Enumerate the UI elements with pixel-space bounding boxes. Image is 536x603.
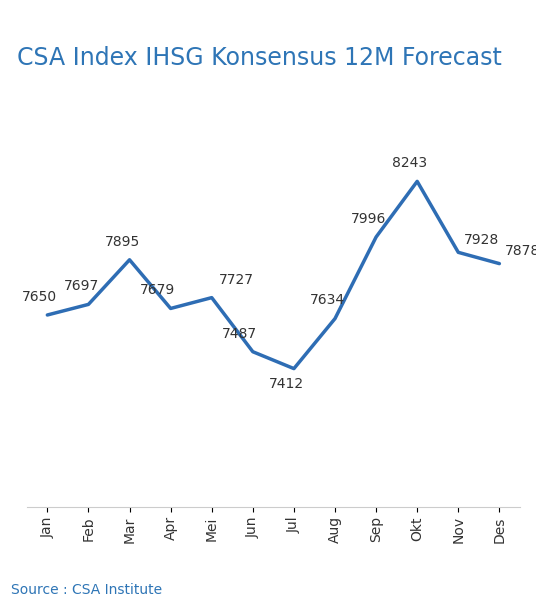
Text: 7412: 7412 [269, 377, 304, 391]
Text: CSA Index IHSG Konsensus 12M Forecast: CSA Index IHSG Konsensus 12M Forecast [17, 45, 502, 69]
Text: 7634: 7634 [310, 294, 345, 308]
Text: 7727: 7727 [219, 273, 254, 286]
Text: 7878: 7878 [505, 244, 536, 258]
Text: 7650: 7650 [23, 290, 57, 304]
Text: 7895: 7895 [105, 235, 140, 248]
Text: 7697: 7697 [63, 279, 99, 293]
Text: 7996: 7996 [351, 212, 386, 226]
Text: 7487: 7487 [222, 327, 257, 341]
Text: Source : CSA Institute: Source : CSA Institute [11, 583, 162, 597]
Text: 7679: 7679 [140, 283, 175, 297]
Text: 8243: 8243 [392, 156, 427, 170]
Text: 7928: 7928 [464, 233, 499, 247]
